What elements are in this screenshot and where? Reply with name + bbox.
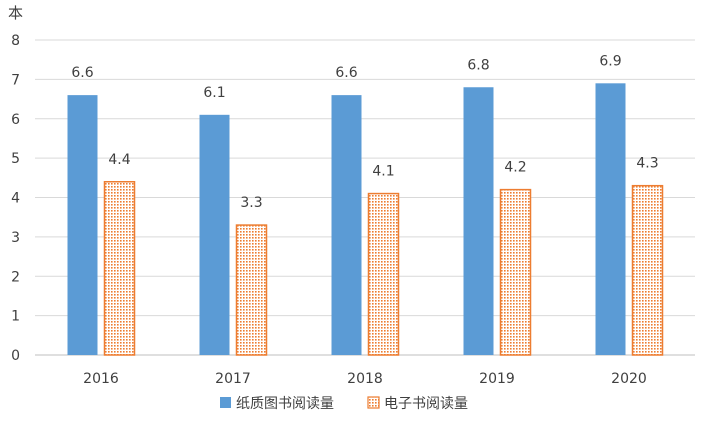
legend: 纸质图书阅读量 电子书阅读量 — [220, 395, 468, 412]
data-label: 6.9 — [599, 53, 621, 69]
y-axis-ticks: 0 1 2 3 4 5 6 7 8 — [11, 33, 20, 364]
bars: 6.6 4.4 6.1 3.3 6.6 4.1 6.8 4.2 6.9 4.3 — [67, 53, 664, 356]
x-axis-ticks: 2016 2017 2018 2019 2020 — [83, 371, 647, 387]
x-tick-label: 2018 — [347, 371, 383, 387]
bar-paper-reading — [331, 95, 362, 355]
bar-paper-reading — [595, 83, 626, 355]
data-label: 4.2 — [504, 160, 526, 176]
data-label: 6.8 — [467, 57, 489, 73]
y-tick-label: 4 — [11, 191, 20, 207]
bar-ebook-reading — [235, 224, 268, 356]
gridlines — [35, 39, 695, 356]
bar-paper-reading — [67, 95, 98, 355]
bar-ebook-reading — [631, 184, 664, 356]
y-tick-label: 2 — [11, 269, 20, 285]
legend-swatch-ebook — [367, 396, 380, 409]
bar-ebook-reading — [499, 188, 532, 356]
data-label: 3.3 — [240, 195, 262, 211]
y-tick-label: 6 — [11, 112, 20, 128]
y-tick-label: 5 — [11, 151, 20, 167]
y-tick-label: 8 — [11, 33, 20, 49]
data-label: 4.4 — [108, 152, 130, 168]
bar-paper-reading — [463, 87, 494, 355]
data-label: 6.6 — [71, 65, 93, 81]
bar-ebook-reading — [103, 181, 136, 356]
data-label: 6.1 — [203, 85, 225, 101]
legend-label-ebook: 电子书阅读量 — [384, 395, 468, 412]
data-label: 4.3 — [636, 156, 658, 172]
bar-ebook-reading — [367, 192, 400, 356]
bar-paper-reading — [199, 114, 230, 355]
y-axis-unit-label: 本 — [8, 4, 23, 22]
y-tick-label: 3 — [11, 230, 20, 246]
x-tick-label: 2020 — [611, 371, 647, 387]
x-tick-label: 2017 — [215, 371, 251, 387]
legend-swatch-paper — [220, 397, 231, 408]
x-tick-label: 2019 — [479, 371, 515, 387]
x-tick-label: 2016 — [83, 371, 119, 387]
data-label: 6.6 — [335, 65, 357, 81]
y-tick-label: 1 — [11, 309, 20, 325]
legend-label-paper: 纸质图书阅读量 — [236, 395, 334, 412]
y-tick-label: 0 — [11, 348, 20, 364]
data-label: 4.1 — [372, 164, 394, 180]
y-tick-label: 7 — [11, 72, 20, 88]
